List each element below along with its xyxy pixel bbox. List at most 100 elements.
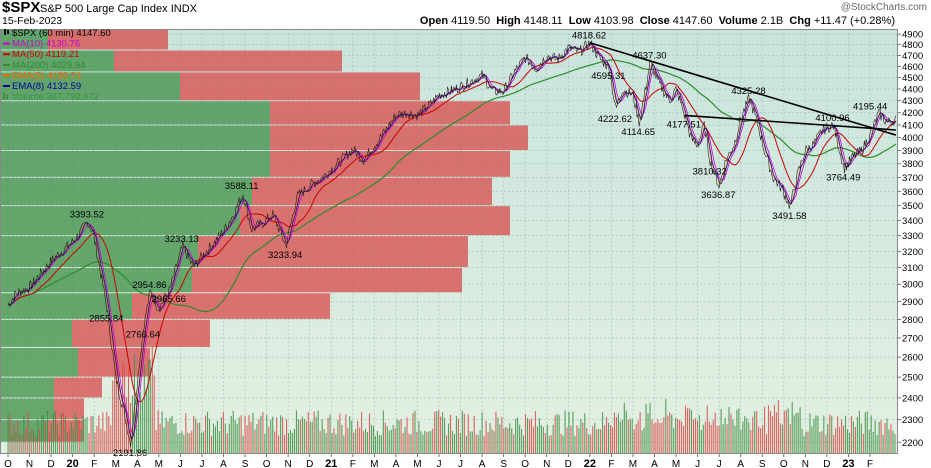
volume-bar	[104, 430, 106, 454]
volume-bar	[791, 401, 793, 454]
volume-bar	[748, 422, 750, 454]
volume-bar	[84, 418, 86, 454]
vbp-bar-red	[54, 398, 84, 420]
volume-bar	[319, 431, 321, 454]
volume-bar	[890, 424, 892, 454]
volume-bar	[291, 432, 294, 454]
volume-bar	[700, 430, 702, 454]
volume-bar	[440, 416, 442, 454]
volume-bar	[611, 427, 614, 454]
volume-bar	[471, 431, 473, 454]
volume-bar	[323, 429, 325, 454]
volume-bar	[309, 421, 311, 454]
volume-bar	[205, 415, 207, 454]
plot-border	[0, 29, 898, 454]
volume-bar	[390, 429, 392, 454]
legend-label: EMA(8) 4132.59	[12, 81, 81, 92]
volume-bar	[864, 412, 866, 454]
volume-bar	[690, 410, 693, 454]
vbp-bar-red	[270, 101, 510, 125]
volume-bar	[317, 410, 319, 454]
volume-bar	[605, 417, 608, 454]
volume-bar	[641, 430, 643, 454]
volume-bar	[48, 433, 51, 454]
x-tick-label: D	[306, 459, 313, 468]
x-tick-label: S	[500, 459, 507, 468]
brand-watermark[interactable]: @StockCharts.com	[840, 2, 927, 13]
volume-bar	[256, 424, 258, 454]
volume-bar	[365, 428, 367, 454]
volume-bar	[754, 411, 756, 454]
volume-bar	[94, 432, 96, 454]
annotation-label: 3810.32	[693, 166, 727, 177]
volume-bar	[621, 419, 623, 454]
volume-bar	[410, 434, 412, 454]
volume-bar	[854, 427, 856, 454]
volume-value: 2.1B	[760, 15, 784, 27]
volume-bar	[114, 366, 116, 454]
x-tick-label: M	[413, 459, 421, 468]
volume-bar	[86, 417, 88, 454]
volume-bar	[663, 417, 665, 454]
y-tick-label: 3600	[902, 187, 923, 198]
volume-bar	[402, 433, 404, 454]
annotation-label: 3233.13	[165, 234, 199, 245]
volume-bar	[396, 419, 398, 454]
volume-bar	[556, 413, 558, 454]
chg-value: +11.47 (+0.28%)	[813, 15, 895, 27]
volume-bar	[15, 431, 17, 454]
volume-bar	[98, 415, 100, 454]
legend-label: MA(10) 4130.76	[12, 39, 80, 50]
volume-bar	[704, 421, 706, 454]
legend-label: Volume 367,792,672	[12, 92, 99, 103]
volume-bar	[19, 433, 21, 454]
volume-bar	[564, 410, 566, 454]
y-axis: 2200 2300 2400 2500 2600 2700 2800 2900 3000 3100…	[898, 30, 923, 449]
x-tick-label: A	[393, 459, 400, 468]
volume-bar	[232, 410, 234, 454]
volume-bar	[669, 412, 671, 454]
volume-bar	[400, 418, 402, 454]
vbp-bar-green	[0, 151, 270, 177]
vbp-bar-green	[0, 50, 114, 72]
volume-bar	[629, 418, 631, 454]
y-tick-label: 2500	[902, 373, 923, 384]
vbp-bar-green	[0, 347, 78, 377]
annotation-label: 2965.66	[152, 294, 186, 305]
volume-bar	[762, 425, 764, 454]
volume-bar	[487, 432, 489, 454]
annotation-label: 4195.44	[853, 101, 887, 112]
volume-bar	[58, 435, 60, 454]
volume-bar	[23, 414, 25, 454]
volume-bar	[710, 424, 712, 454]
vbp-bar-red	[270, 125, 528, 151]
volume-bar	[236, 423, 238, 454]
volume-bar	[102, 412, 104, 454]
annotation-label: 3636.87	[701, 190, 735, 201]
volume-bar	[54, 410, 57, 454]
x-tick-label: J	[199, 459, 204, 468]
x-tick-label: S	[759, 459, 766, 468]
volume-bar	[767, 405, 770, 454]
volume-bar	[501, 417, 503, 454]
volume-bar	[602, 412, 604, 454]
volume-bar	[453, 434, 455, 454]
volume-bar	[116, 367, 118, 454]
legend-bar-icon	[3, 92, 5, 100]
trendline	[589, 42, 897, 136]
volume-bar	[408, 433, 410, 454]
y-tick-label: 4400	[902, 85, 923, 96]
volume-bar	[724, 418, 726, 454]
y-tick-label: 3900	[902, 146, 923, 157]
volume-bar	[550, 435, 552, 454]
volume-bar	[773, 404, 775, 454]
volume-bar	[191, 430, 193, 454]
volume-bar	[412, 413, 414, 454]
volume-bar	[665, 398, 667, 454]
volume-bar	[572, 411, 574, 454]
x-tick-label: O	[780, 459, 788, 468]
volume-bar	[552, 424, 554, 454]
volume-bar	[242, 435, 244, 454]
volume-bar	[708, 421, 710, 454]
